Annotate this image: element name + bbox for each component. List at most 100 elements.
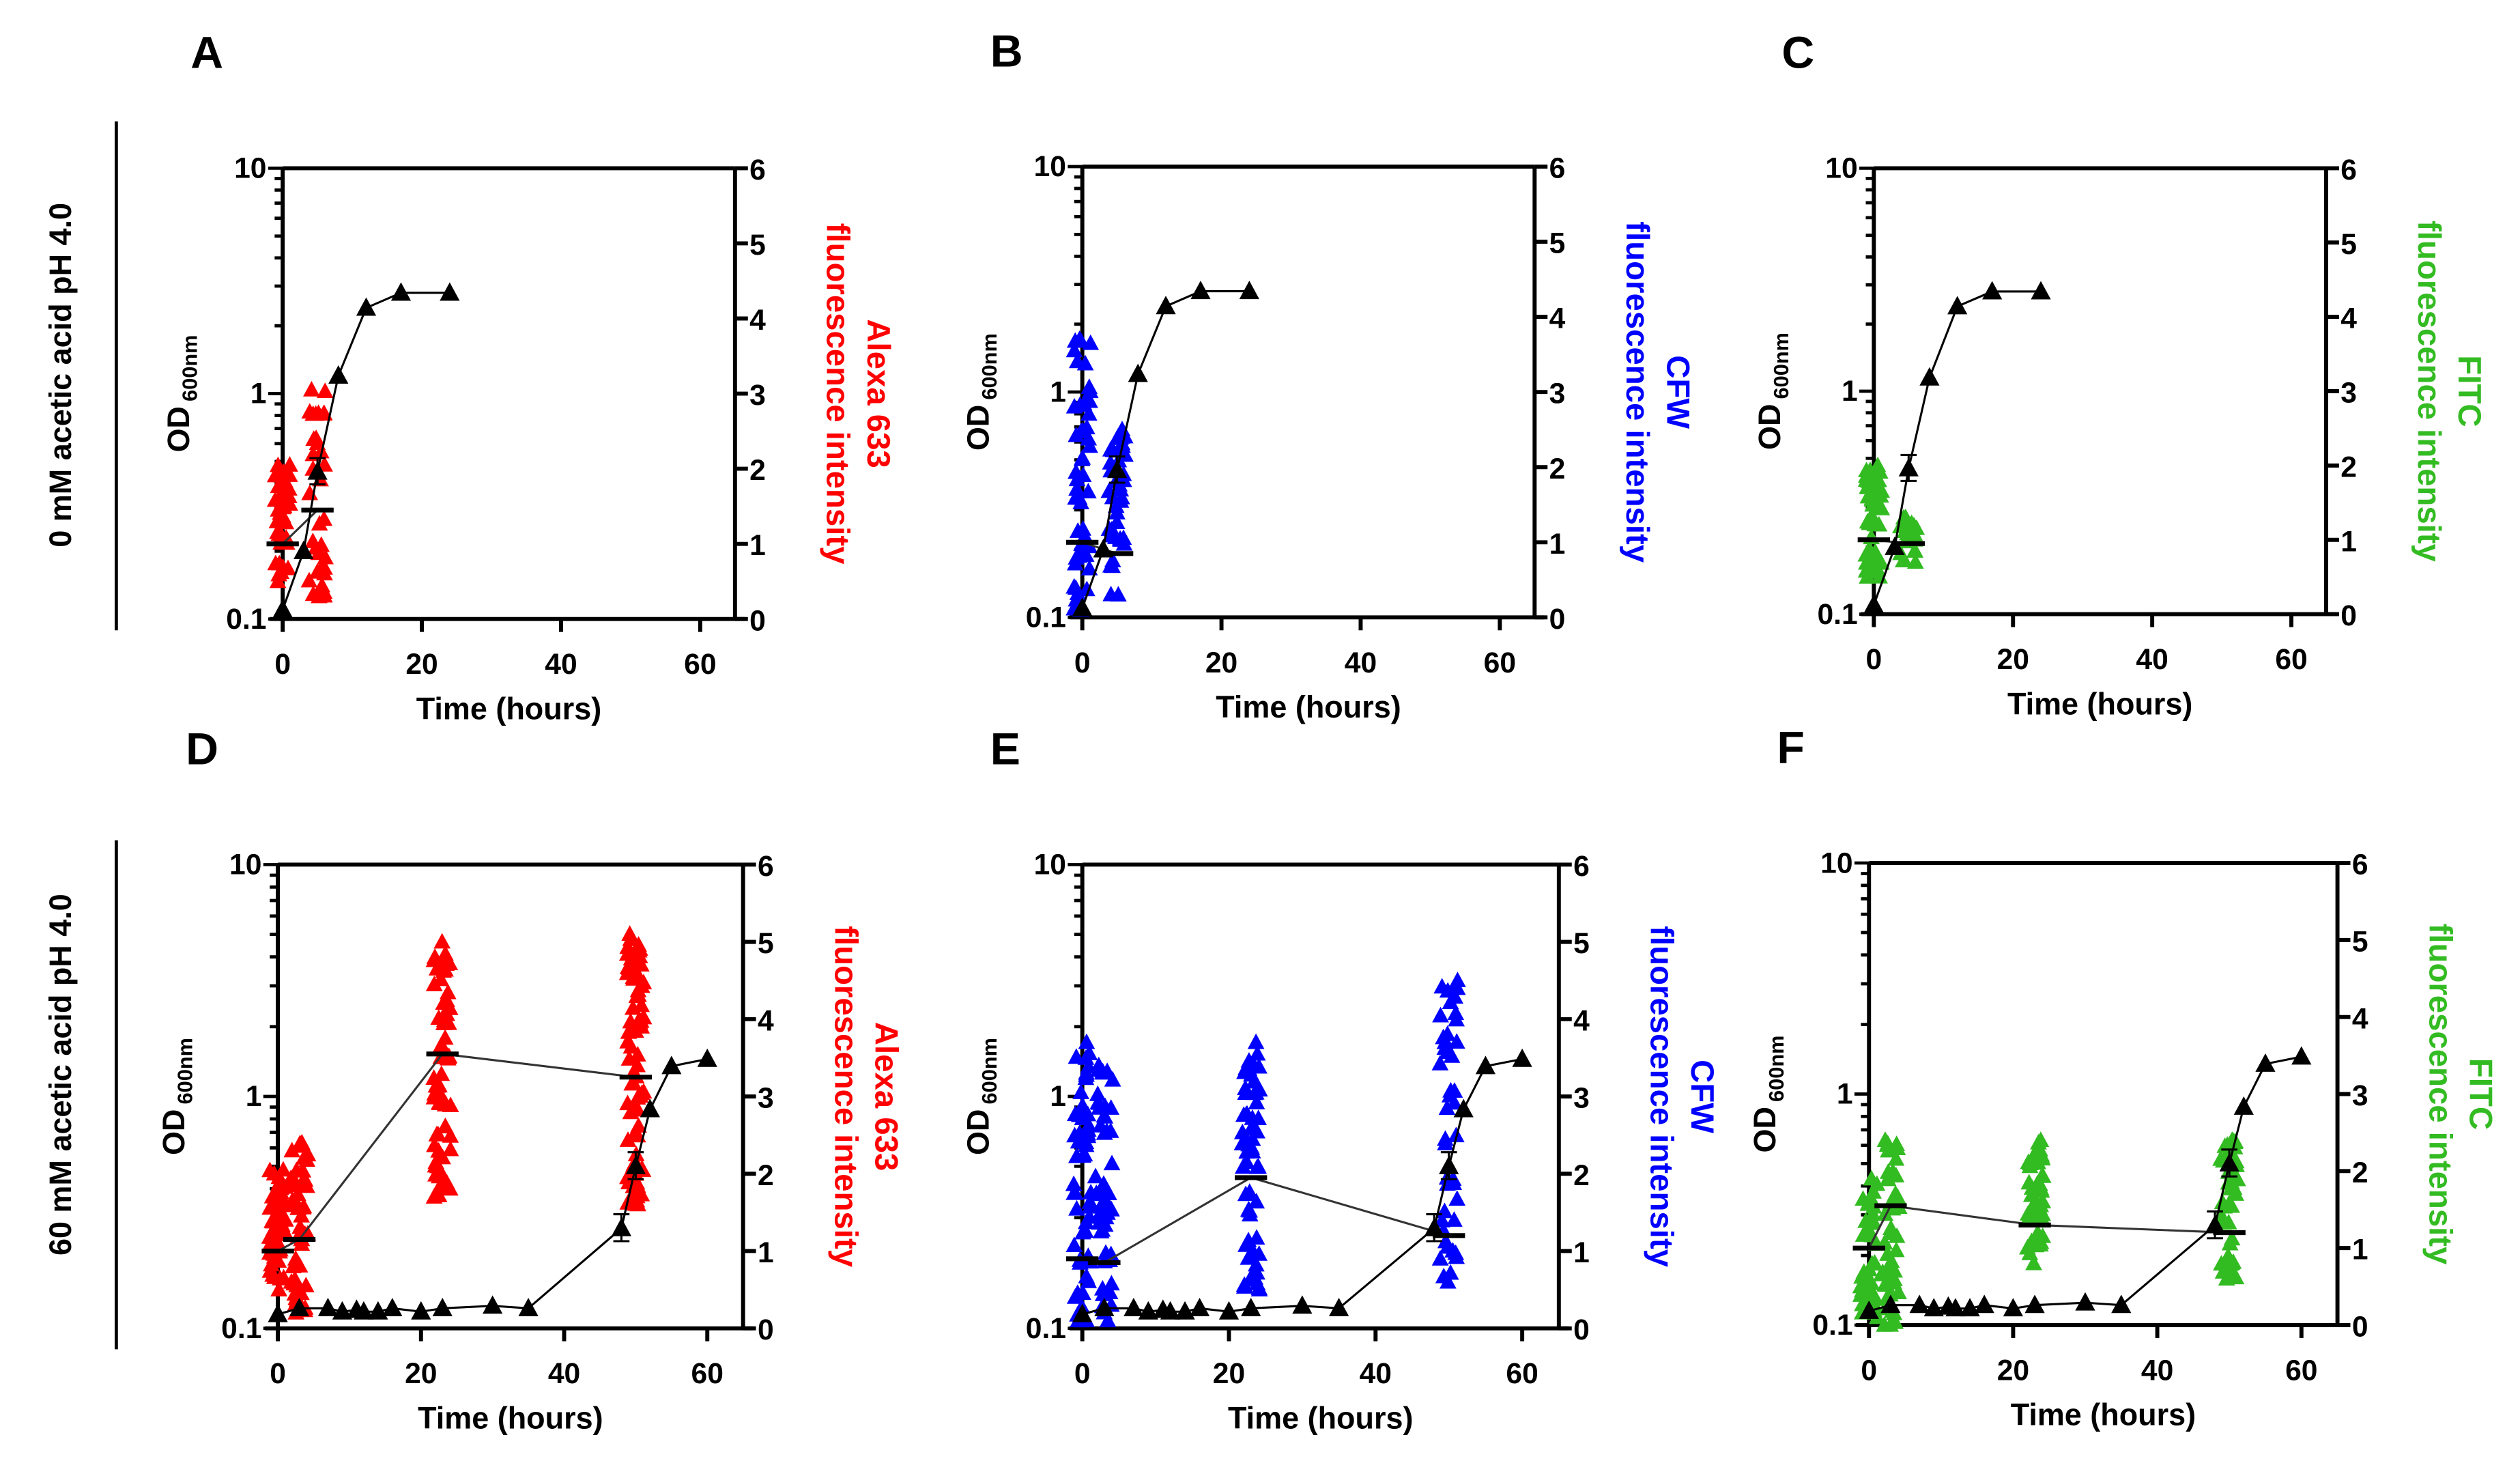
fluorescence-point: [441, 1180, 459, 1196]
fluorescence-point: [1069, 584, 1087, 600]
fluorescence-point: [294, 1199, 312, 1215]
fluorescence-mean-line: [1867, 1204, 2230, 1249]
od-point: [2205, 1215, 2225, 1234]
fluorescence-point: [1237, 1105, 1255, 1122]
fluorescence-point: [1248, 1045, 1266, 1061]
y2-tick-label: 2: [2340, 451, 2357, 483]
fluorescence-point: [270, 490, 287, 506]
y-axis-label-subscript: 600nm: [977, 1038, 1001, 1104]
y-tick-label: 10: [234, 152, 266, 185]
fluorescence-point: [1068, 480, 1085, 496]
y2-tick-label: 1: [749, 529, 766, 562]
fluorescence-point: [428, 1126, 446, 1141]
y2-tick-label: 6: [2340, 154, 2357, 186]
fluorescence-point: [1234, 1158, 1252, 1174]
y2-tick-label: 5: [749, 229, 766, 261]
y2-tick-label: 0: [749, 604, 766, 637]
fluorescence-point: [293, 1173, 311, 1189]
fluorescence-point: [1446, 1211, 1463, 1227]
fluorescence-point: [1103, 1275, 1120, 1291]
x-axis-label: Time (hours): [2007, 686, 2192, 721]
fluorescence-point: [1102, 585, 1119, 601]
fluorescence-point: [1080, 559, 1098, 576]
fluorescence-point: [1081, 437, 1098, 453]
fluorescence-point: [1448, 1033, 1465, 1049]
fluorescence-point: [1090, 1061, 1108, 1077]
y-axis-label: OD 600nm: [156, 1038, 197, 1155]
fluorescence-point: [1107, 497, 1125, 513]
fluorescence-point: [624, 999, 642, 1015]
y2-tick-label: 3: [2352, 1079, 2368, 1112]
fluorescence-point: [303, 381, 320, 397]
fluorescence-point: [1858, 554, 1875, 570]
y2-tick-label: 5: [1549, 227, 1566, 260]
fluorescence-point: [1874, 1263, 1891, 1279]
od-point: [1898, 457, 1919, 477]
y2-tick-label: 3: [1573, 1082, 1590, 1115]
x-tick-label: 0: [1865, 643, 1882, 676]
fluorescence-point: [1867, 545, 1885, 562]
od-series: [1072, 281, 1259, 616]
fluorescence-point: [1068, 1200, 1085, 1216]
fluorescence-point: [1104, 1070, 1121, 1087]
y2-tick-label: 3: [758, 1082, 774, 1115]
y-axis-label: OD 600nm: [960, 1038, 1001, 1155]
fluorescence-point: [1853, 1268, 1870, 1284]
od-point: [1424, 1217, 1444, 1236]
fluorescence-point: [629, 967, 646, 984]
fluorescence-point: [1072, 1083, 1090, 1099]
fluorescence-point: [1437, 1130, 1454, 1146]
fluorescence-point: [1077, 1136, 1095, 1152]
fluorescence-point: [1889, 1188, 1906, 1204]
y-axis-label: OD 600nm: [960, 333, 1001, 451]
od-point: [432, 1297, 453, 1316]
fluorescence-point: [1438, 1099, 1456, 1116]
od-point: [382, 1297, 403, 1316]
fluorescence-mean-line: [282, 509, 319, 545]
y2-tick-label: 6: [1573, 850, 1590, 883]
fluorescence-point: [1876, 1205, 1894, 1221]
fluorescence-point: [439, 983, 457, 999]
y2-axis-label: fluorescence intensity: [1619, 221, 1655, 563]
fluorescence-point: [1077, 1049, 1095, 1065]
fluorescence-point: [1439, 1238, 1457, 1254]
fluorescence-point: [1091, 1185, 1108, 1201]
od-point: [1138, 1301, 1158, 1320]
fluorescence-point: [1078, 391, 1096, 407]
fluorescence-point: [2221, 1234, 2239, 1251]
fluorescence-point: [307, 539, 325, 555]
fluorescence-point: [1882, 1316, 1900, 1332]
fluorescence-point: [625, 1074, 642, 1090]
fluorescence-point: [1863, 1214, 1880, 1230]
od-point: [2219, 1152, 2239, 1172]
y2-tick-label: 6: [758, 850, 774, 883]
fluorescence-point: [1074, 1284, 1091, 1301]
fluorescence-point: [1867, 1289, 1885, 1305]
fluorescence-point: [2218, 1258, 2235, 1274]
fluorescence-point: [1065, 1175, 1083, 1191]
fluorescence-point: [1074, 1147, 1091, 1163]
panel-letter: E: [990, 724, 1020, 775]
od-point: [1094, 1297, 1115, 1316]
od-point: [289, 1297, 310, 1316]
y2-tick-label: 4: [2352, 1002, 2368, 1035]
fluorescence-point: [1890, 1283, 1907, 1300]
fluorescence-point: [2031, 1199, 2048, 1215]
fluorescence-point: [619, 1131, 637, 1147]
y-tick-label: 10: [1034, 849, 1066, 881]
fluorescence-point: [1080, 1116, 1098, 1133]
fluorescence-point: [620, 1050, 638, 1066]
y-tick-label: 1: [250, 378, 267, 410]
fluorescence-point: [1241, 1183, 1259, 1199]
od-series: [1863, 281, 2051, 613]
fluorescence-point: [427, 1165, 444, 1182]
y2-tick-label: 2: [1573, 1159, 1590, 1192]
od-point: [640, 1098, 660, 1118]
fluorescence-point: [1237, 1079, 1254, 1096]
y2-tick-label: 6: [749, 154, 766, 186]
x-tick-label: 20: [1205, 647, 1237, 679]
od-point: [2075, 1292, 2095, 1311]
fluorescence-point: [1089, 1093, 1107, 1109]
od-point: [1093, 539, 1113, 558]
